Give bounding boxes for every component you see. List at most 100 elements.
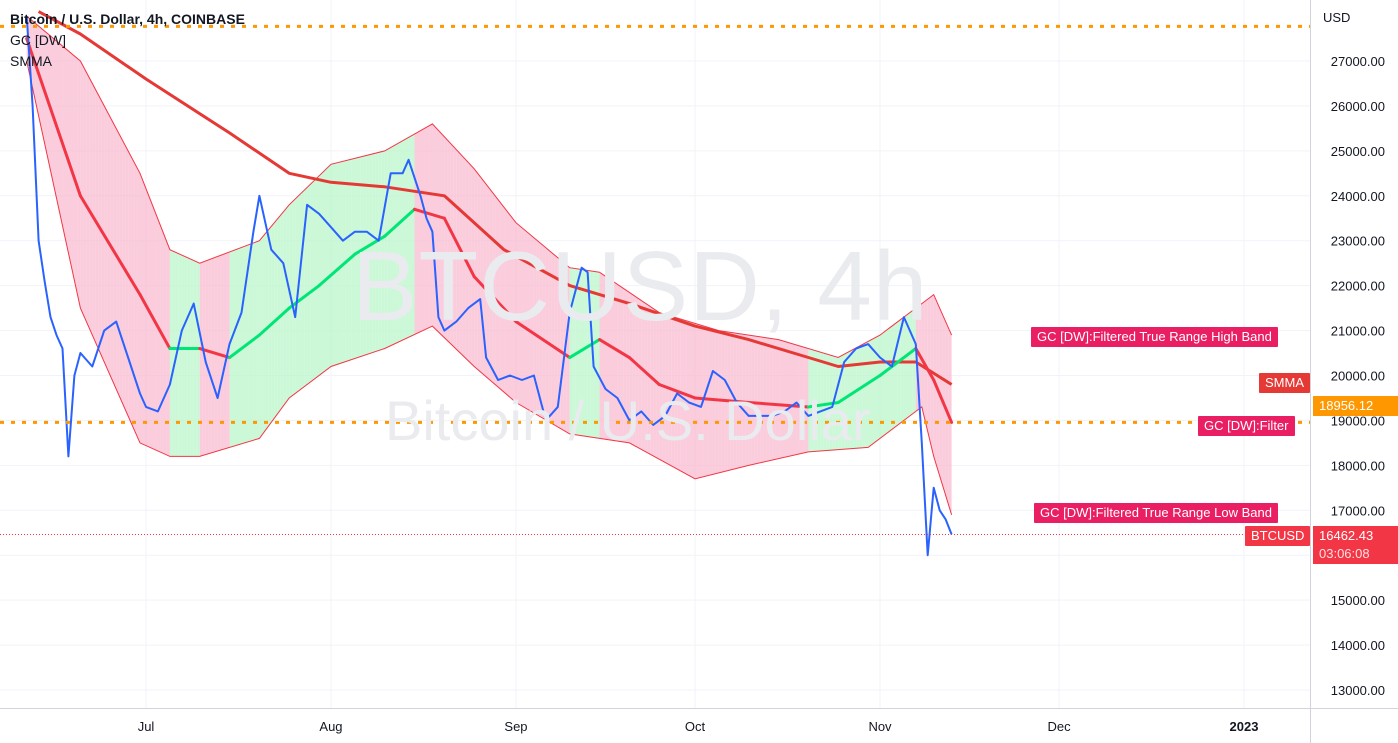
- band-fill-segment: [429, 123, 433, 328]
- indicator-smma-label[interactable]: SMMA: [10, 53, 52, 69]
- band-fill-segment: [134, 162, 138, 437]
- band-fill-segment: [584, 269, 588, 437]
- y-tick-label: 13000.00: [1331, 683, 1385, 698]
- currency-label: USD: [1323, 10, 1350, 25]
- band-fill-segment: [847, 351, 851, 449]
- filter-line-segment: [627, 356, 661, 386]
- band-fill-segment: [74, 56, 78, 295]
- filter-line-segment: [383, 207, 417, 238]
- band-fill-segment: [310, 181, 314, 383]
- band-fill-segment: [143, 180, 146, 446]
- x-tick-label: Dec: [1047, 719, 1071, 734]
- filter-line-segment: [598, 338, 631, 360]
- band-fill-segment: [325, 167, 329, 372]
- band-fill-segment: [471, 165, 475, 367]
- band-fill-segment: [86, 72, 90, 329]
- filter-line-segment: [932, 378, 954, 424]
- band-fill-segment: [238, 247, 242, 445]
- plot-area: [25, 10, 954, 557]
- band-fill-segment: [453, 146, 457, 350]
- x-tick-label: Sep: [504, 719, 527, 734]
- band-fill-segment: [92, 83, 96, 342]
- band-fill-segment: [83, 66, 87, 322]
- band-fill-segment: [853, 347, 857, 449]
- band-fill-segment: [423, 127, 427, 331]
- band-fill-segment: [632, 294, 636, 447]
- y-tick-label: 15000.00: [1331, 593, 1385, 608]
- band-fill-segment: [253, 241, 257, 441]
- band-fill-segment: [653, 308, 657, 458]
- symbol-title[interactable]: Bitcoin / U.S. Dollar, 4h, COINBASE: [10, 11, 245, 27]
- band-fill-segment: [703, 326, 707, 477]
- band-fill-segment: [826, 353, 830, 451]
- band-fill-segment: [689, 321, 693, 478]
- x-tick-label: Oct: [685, 719, 706, 734]
- band-fill-segment: [387, 147, 391, 348]
- band-fill-segment: [95, 89, 99, 349]
- indicator-gc-label[interactable]: GC [DW]: [10, 32, 66, 48]
- filter-line-segment: [568, 338, 602, 360]
- band-fill-segment: [560, 260, 564, 431]
- filter-value-tag: 18956.12: [1313, 396, 1398, 416]
- band-fill-segment: [420, 128, 424, 332]
- band-fill-segment: [885, 328, 889, 434]
- band-fill-segment: [119, 134, 123, 403]
- band-fill-segment: [140, 173, 144, 445]
- band-fill-segment: [760, 336, 764, 463]
- band-fill-segment: [888, 326, 892, 432]
- band-fill-segment: [766, 337, 770, 462]
- band-fill-segment: [745, 334, 749, 467]
- band-fill-segment: [695, 323, 698, 479]
- band-fill-segment: [322, 170, 326, 374]
- band-fill-segment: [862, 343, 866, 448]
- band-fill-segment: [790, 343, 794, 456]
- band-fill-segment: [882, 330, 886, 437]
- band-fill-segment: [280, 211, 284, 411]
- x-tick-label: Nov: [868, 719, 892, 734]
- band-fill-segment: [513, 218, 516, 403]
- filter-line-segment: [228, 333, 261, 360]
- filter-line-segment: [25, 37, 82, 198]
- band-fill-segment: [510, 215, 513, 400]
- band-fill-segment: [548, 250, 552, 424]
- band-fill-segment: [686, 320, 690, 476]
- band-fill-segment: [154, 211, 158, 451]
- band-fill-segment: [781, 340, 785, 458]
- band-fill-segment: [817, 351, 821, 452]
- high-band-line: [26, 15, 953, 359]
- filter-tag: GC [DW]:Filter: [1198, 416, 1295, 436]
- band-fill-segment: [316, 175, 320, 378]
- band-fill-segment: [692, 322, 696, 479]
- band-fill-segment: [163, 234, 167, 456]
- band-fill-segment: [507, 211, 511, 398]
- y-tick-label: 14000.00: [1331, 638, 1385, 653]
- chart-legend: Bitcoin / U.S. Dollar, 4h, COINBASE GC […: [10, 9, 245, 72]
- band-fill-segment: [680, 318, 684, 473]
- band-fill-segment: [65, 48, 69, 254]
- band-fill-segment: [605, 276, 609, 440]
- band-fill-segment: [229, 250, 233, 448]
- band-fill-segment: [259, 237, 263, 439]
- smma-line: [37, 10, 953, 386]
- band-fill-segment: [527, 232, 531, 412]
- band-fill-segment: [459, 152, 463, 355]
- band-fill-segment: [125, 145, 129, 416]
- y-tick-label: 24000.00: [1331, 189, 1385, 204]
- y-tick-label: 27000.00: [1331, 54, 1385, 69]
- last-price-value: 16462.43: [1319, 528, 1374, 543]
- band-fill-segment: [823, 353, 827, 451]
- low-band-line: [26, 60, 953, 515]
- band-fill-segment: [814, 350, 818, 452]
- band-fill-segment: [671, 316, 675, 468]
- band-fill-segment: [89, 77, 93, 336]
- band-fill-segment: [381, 150, 385, 350]
- band-fill-segment: [533, 237, 537, 415]
- band-fill-segment: [137, 167, 141, 443]
- band-fill-segment: [635, 296, 639, 448]
- band-fill-segment: [399, 140, 403, 342]
- band-fill-segment: [608, 278, 612, 441]
- x-tick-label: Jul: [138, 719, 155, 734]
- band-fill-segment: [378, 151, 382, 351]
